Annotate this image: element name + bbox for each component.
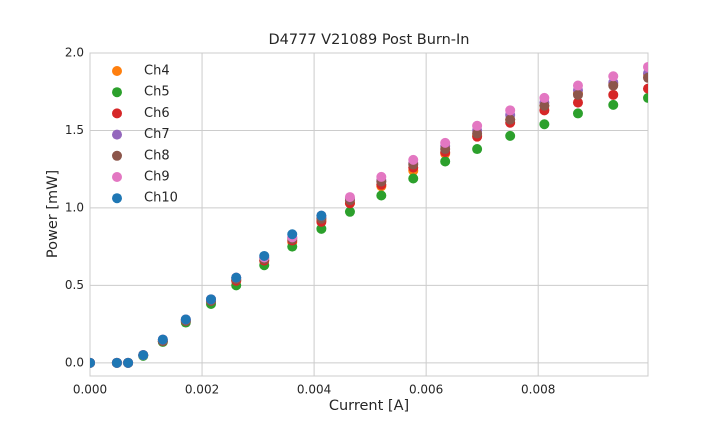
point — [344, 206, 355, 217]
legend-marker — [112, 87, 122, 98]
point — [643, 61, 648, 72]
legend-marker — [112, 108, 122, 119]
point — [572, 108, 583, 119]
point — [231, 272, 242, 283]
y-tick-label: 0.0 — [65, 355, 84, 369]
point — [572, 89, 583, 100]
point — [608, 99, 619, 110]
legend-label: Ch7 — [144, 127, 170, 142]
point — [259, 250, 270, 261]
chart-title: D4777 V21089 Post Burn-In — [268, 32, 469, 48]
legend-marker — [112, 150, 122, 161]
point — [539, 100, 550, 111]
point — [440, 137, 451, 148]
legend-marker — [112, 129, 122, 140]
y-tick-label: 1.5 — [65, 123, 84, 137]
point — [572, 80, 583, 91]
point — [505, 114, 516, 125]
point — [408, 154, 419, 165]
point — [376, 171, 387, 182]
point — [287, 229, 298, 240]
legend-label: Ch9 — [144, 170, 170, 185]
point — [505, 130, 516, 141]
point — [376, 190, 387, 201]
point — [608, 80, 619, 91]
legend-label: Ch10 — [144, 191, 178, 206]
point — [440, 156, 451, 167]
y-tick-label: 0.5 — [65, 278, 84, 292]
point — [472, 120, 483, 131]
legend-marker — [112, 66, 122, 76]
y-axis-label: Power [mW] — [45, 170, 61, 258]
point — [472, 144, 483, 155]
legend-label: Ch6 — [144, 106, 170, 121]
point — [539, 119, 550, 130]
point — [505, 105, 516, 116]
legend-marker — [112, 172, 122, 182]
point — [472, 128, 483, 139]
y-tick-label: 2.0 — [65, 46, 84, 60]
x-axis-label: Current [A] — [329, 398, 409, 414]
x-tick-label: 0.000 — [73, 383, 107, 397]
y-tick-label: 1.0 — [65, 200, 84, 214]
point — [572, 97, 583, 108]
legend-marker — [112, 193, 122, 204]
point — [408, 173, 419, 184]
point — [123, 357, 134, 368]
point — [643, 83, 648, 94]
point — [643, 72, 648, 83]
point — [138, 350, 149, 361]
point — [180, 314, 191, 325]
point — [344, 192, 355, 203]
point — [643, 92, 648, 103]
x-tick-label: 0.006 — [409, 383, 443, 397]
point — [206, 294, 217, 305]
point — [90, 357, 95, 368]
plot-area — [89, 52, 649, 377]
point — [608, 89, 619, 100]
x-tick-label: 0.002 — [185, 383, 219, 397]
legend-label: Ch8 — [144, 148, 170, 163]
legend-label: Ch5 — [144, 85, 170, 100]
legend-label: Ch4 — [144, 64, 170, 79]
point — [157, 334, 168, 345]
x-tick-label: 0.004 — [297, 383, 331, 397]
point — [316, 210, 327, 221]
point — [111, 357, 122, 368]
grid — [89, 52, 648, 376]
point — [539, 92, 550, 103]
x-tick-label: 0.008 — [521, 383, 555, 397]
points — [90, 61, 648, 368]
legend: Ch4 Ch5 Ch6 Ch7 Ch8 Ch9 Ch10 — [112, 64, 178, 206]
point — [608, 71, 619, 82]
point — [316, 223, 327, 234]
